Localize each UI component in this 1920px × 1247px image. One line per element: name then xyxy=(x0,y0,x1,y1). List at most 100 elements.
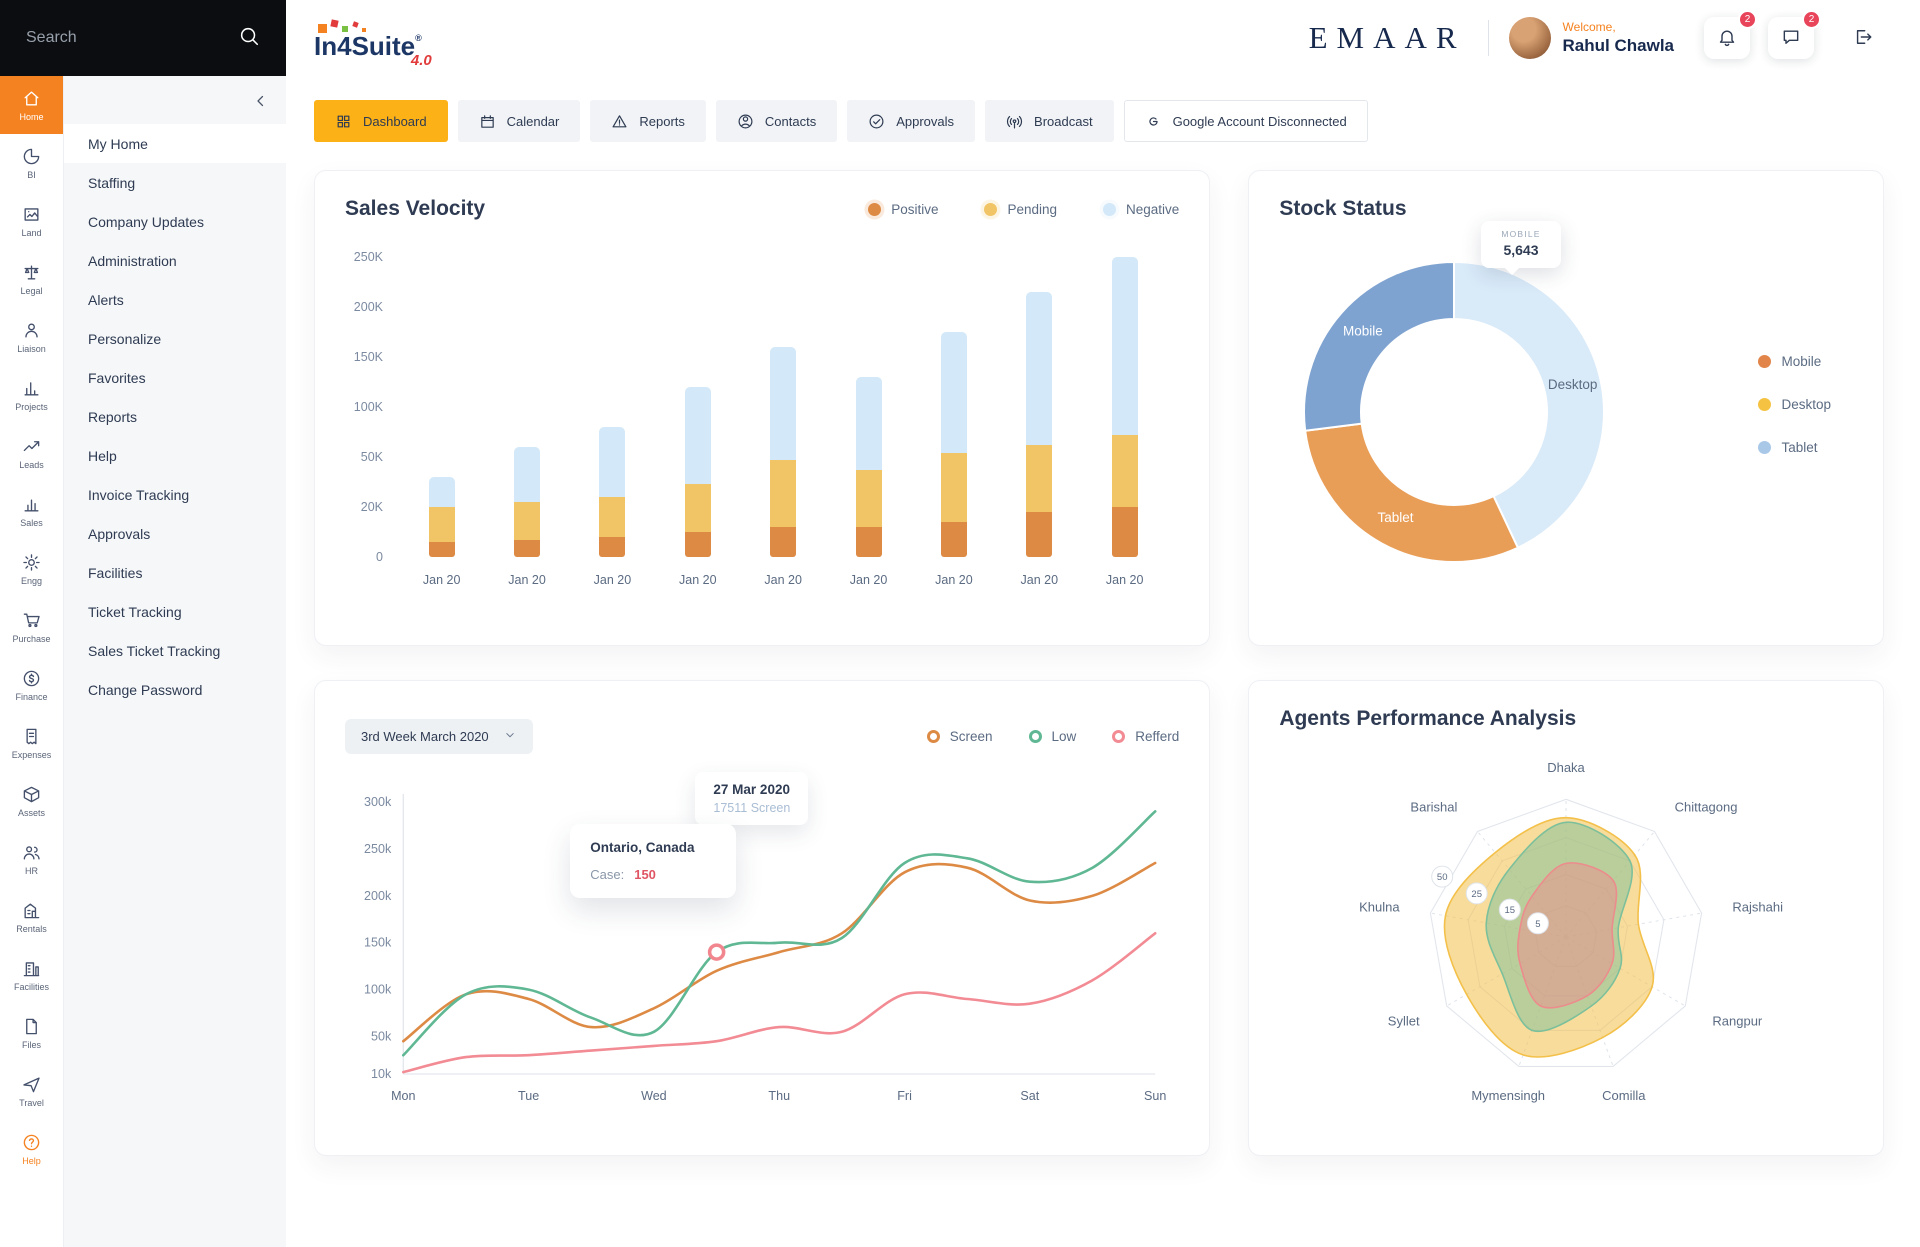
welcome-label: Welcome, xyxy=(1562,19,1616,34)
topbar-main: In4Suite ® 4.0 EMAAR Welcome, Rahul Chaw… xyxy=(286,0,1920,76)
donut-slice-tablet[interactable] xyxy=(1304,422,1520,563)
bar-group[interactable] xyxy=(1082,257,1167,557)
bar-group[interactable] xyxy=(826,257,911,557)
tab-contacts[interactable]: Contacts xyxy=(715,100,838,142)
rail-item-rentals[interactable]: Rentals xyxy=(0,888,63,946)
bar-segment-positive xyxy=(1026,512,1053,557)
notifications-button[interactable]: 2 xyxy=(1704,10,1757,59)
line-series-low xyxy=(401,810,1157,1057)
rail-item-legal[interactable]: Legal xyxy=(0,250,63,308)
rail-item-purchase[interactable]: Purchase xyxy=(0,598,63,656)
tab-label: Calendar xyxy=(506,113,560,129)
menu-item-alerts[interactable]: Alerts xyxy=(88,291,124,308)
avatar[interactable] xyxy=(1508,17,1551,59)
rail-item-leads[interactable]: Leads xyxy=(0,424,63,482)
menu-item-change-password[interactable]: Change Password xyxy=(88,681,203,698)
period-selector-dropdown[interactable]: 3rd Week March 2020 xyxy=(345,719,533,754)
rail-item-finance[interactable]: Finance xyxy=(0,656,63,714)
bar-group[interactable] xyxy=(911,257,996,557)
legend-item-mobile[interactable]: Mobile xyxy=(1758,354,1831,369)
rail-item-assets[interactable]: Assets xyxy=(0,772,63,830)
donut-slice-label: Mobile xyxy=(1343,323,1383,338)
search-button[interactable] xyxy=(238,25,260,52)
bar-group[interactable] xyxy=(997,257,1082,557)
menu-item-staffing[interactable]: Staffing xyxy=(88,174,136,191)
bar-group[interactable] xyxy=(741,257,826,557)
topbar: In4Suite ® 4.0 EMAAR Welcome, Rahul Chaw… xyxy=(0,0,1920,76)
rail-item-files[interactable]: Files xyxy=(0,1004,63,1062)
logout-button[interactable] xyxy=(1840,17,1886,59)
menu-item-ticket-tracking[interactable]: Ticket Tracking xyxy=(88,603,182,620)
donut-tooltip-value: 5,643 xyxy=(1503,242,1539,258)
donut-slice-mobile[interactable] xyxy=(1303,260,1456,432)
line-series-screen xyxy=(401,861,1157,1043)
bar-group[interactable] xyxy=(399,257,484,557)
menu-item-my-home[interactable]: My Home xyxy=(64,124,286,163)
menu-item-favorites[interactable]: Favorites xyxy=(88,369,146,386)
legal-icon xyxy=(24,264,39,280)
menu-item-personalize[interactable]: Personalize xyxy=(88,330,162,347)
rail-item-travel[interactable]: Travel xyxy=(0,1062,63,1120)
menu-item-sales-ticket-tracking[interactable]: Sales Ticket Tracking xyxy=(88,642,221,659)
bar-group[interactable] xyxy=(570,257,655,557)
weekly-trend-chart: 300k 250k 200k 150k 100k 50k 10k Mon Tue Wed Thu Fr… xyxy=(345,772,1179,1122)
menu-item-facilities[interactable]: Facilities xyxy=(88,564,143,581)
legend-label: Screen xyxy=(949,729,993,744)
tab-calendar[interactable]: Calendar xyxy=(457,100,581,142)
menu-item-administration[interactable]: Administration xyxy=(88,252,177,269)
rail-item-help[interactable]: Help xyxy=(0,1120,63,1178)
rail-item-land[interactable]: Land xyxy=(0,192,63,250)
legend-label: Refferd xyxy=(1135,729,1180,744)
stacked-bar xyxy=(514,447,541,557)
donut-slice-desktop[interactable] xyxy=(1453,260,1606,550)
menu-item-help[interactable]: Help xyxy=(88,447,117,464)
rail-item-expenses[interactable]: Expenses xyxy=(0,714,63,772)
radar-ring-value: 15 xyxy=(1505,905,1516,916)
tab-reports[interactable]: Reports xyxy=(590,100,706,142)
legend-item-pending[interactable]: Pending xyxy=(984,202,1057,217)
menu-item-reports[interactable]: Reports xyxy=(88,408,138,425)
bar-group[interactable] xyxy=(655,257,740,557)
menu-item-company-updates[interactable]: Company Updates xyxy=(88,213,204,230)
rail-item-sales[interactable]: Sales xyxy=(0,482,63,540)
legend-item-desktop[interactable]: Desktop xyxy=(1758,397,1831,412)
rail-item-home[interactable]: Home xyxy=(0,76,63,134)
stacked-bar xyxy=(855,377,882,557)
legend-item-screen[interactable]: Screen xyxy=(926,729,993,744)
bar-segment-pending xyxy=(1111,435,1138,507)
user-chip[interactable]: Welcome, Rahul Chawla xyxy=(1508,17,1674,59)
bar-group[interactable] xyxy=(484,257,569,557)
reports-icon xyxy=(612,114,627,127)
search-input[interactable] xyxy=(26,29,176,47)
y-axis-tick: 10k xyxy=(371,1067,392,1081)
tab-dashboard[interactable]: Dashboard xyxy=(314,100,448,142)
tab-broadcast[interactable]: Broadcast xyxy=(985,100,1114,142)
rail-item-liaison[interactable]: Liaison xyxy=(0,308,63,366)
rail-item-facilities[interactable]: Facilities xyxy=(0,946,63,1004)
menu-item-approvals[interactable]: Approvals xyxy=(88,525,151,542)
bar-segment-pending xyxy=(428,507,455,542)
x-axis-tick: Wed xyxy=(641,1089,667,1103)
tab-approvals[interactable]: Approvals xyxy=(847,100,976,142)
tab-google-account-disconnected[interactable]: Google Account Disconnected xyxy=(1123,100,1368,142)
y-axis-tick: 0 xyxy=(376,550,383,564)
legend-item-tablet[interactable]: Tablet xyxy=(1758,440,1831,455)
legend-item-negative[interactable]: Negative xyxy=(1103,202,1179,217)
message-badge: 2 xyxy=(1802,10,1821,29)
rail-item-engg[interactable]: Engg xyxy=(0,540,63,598)
messages-button[interactable]: 2 xyxy=(1768,10,1821,59)
rail-item-hr[interactable]: HR xyxy=(0,830,63,888)
global-search[interactable] xyxy=(0,0,286,76)
legend-item-positive[interactable]: Positive xyxy=(868,202,938,217)
legend-item-refferd[interactable]: Refferd xyxy=(1112,729,1179,744)
collapse-sidebar-button[interactable] xyxy=(246,86,276,116)
menu-item-invoice-tracking[interactable]: Invoice Tracking xyxy=(88,486,190,503)
legend-item-low[interactable]: Low xyxy=(1028,729,1076,744)
bar-segment-pending xyxy=(514,502,541,540)
logo-pixels-decoration xyxy=(318,18,398,34)
rail-item-bi[interactable]: BI xyxy=(0,134,63,192)
rail-item-projects[interactable]: Projects xyxy=(0,366,63,424)
stock-donut-chart: Desktop Tablet Mobile MOBILE 5,643 xyxy=(1289,221,1619,577)
tab-label: Google Account Disconnected xyxy=(1172,113,1347,129)
tab-bar: Dashboard Calendar Reports Contacts Approval… xyxy=(314,100,1884,142)
